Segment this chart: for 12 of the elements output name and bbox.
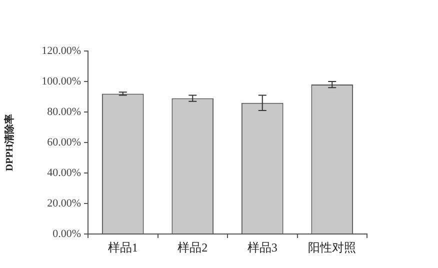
x-tick-label: 样品3 — [247, 240, 278, 254]
y-tick-label: 0.00% — [52, 228, 81, 240]
x-tick-label: 样品1 — [108, 240, 138, 254]
y-tick-label: 60.00% — [47, 136, 81, 148]
y-tick-label: 120.00% — [42, 44, 81, 57]
x-tick-label: 样品2 — [178, 240, 208, 254]
y-axis-title: DPPH清除率 — [4, 114, 16, 172]
y-tick-label: 100.00% — [42, 75, 81, 88]
y-tick-label: 40.00% — [47, 166, 81, 179]
y-tick-label: 80.00% — [47, 106, 81, 118]
x-tick-label: 阳性对照 — [308, 240, 356, 254]
y-tick-label: 20.00% — [47, 197, 81, 210]
